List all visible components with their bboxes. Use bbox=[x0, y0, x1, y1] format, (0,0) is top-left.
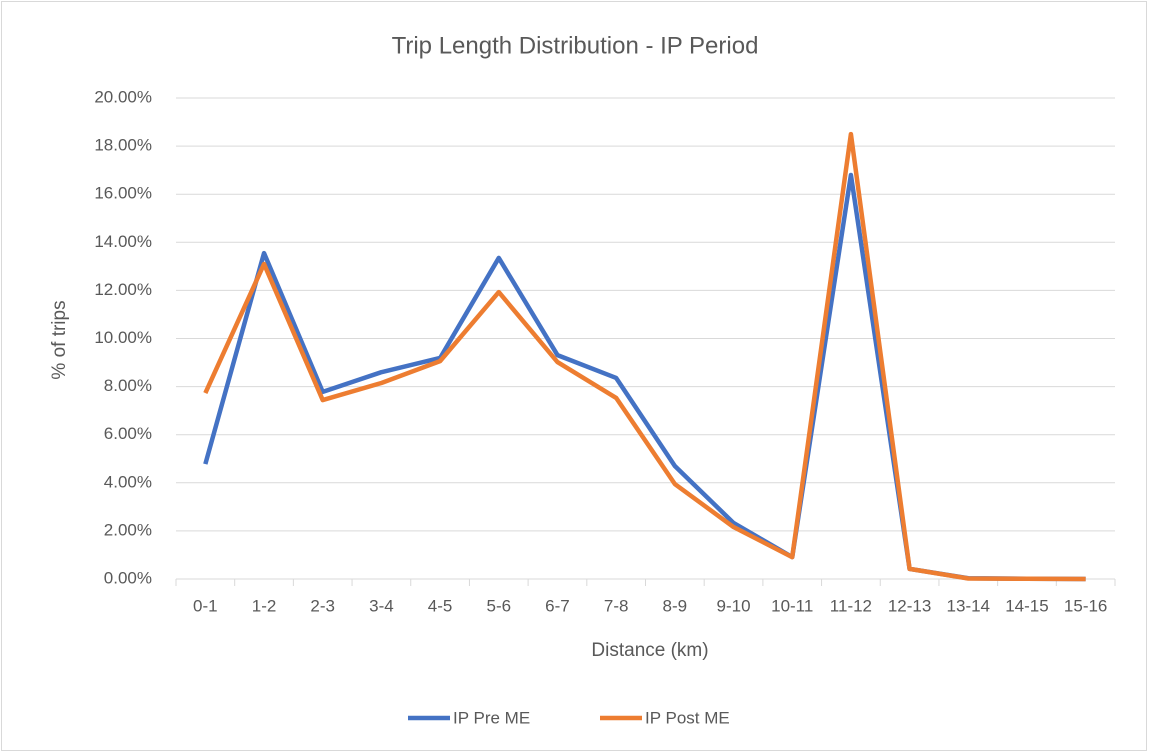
x-tick-label: 4-5 bbox=[428, 596, 453, 615]
x-tick-label: 11-12 bbox=[830, 596, 872, 615]
x-tick-label: 5-6 bbox=[486, 596, 511, 615]
x-tick-label: 15-16 bbox=[1064, 596, 1107, 615]
x-tick-label: 6-7 bbox=[545, 596, 570, 615]
x-tick-label: 10-11 bbox=[771, 596, 813, 615]
y-tick-label: 18.00% bbox=[94, 136, 152, 155]
x-tick-label: 9-10 bbox=[717, 596, 751, 615]
y-tick-label: 12.00% bbox=[94, 280, 152, 299]
y-tick-label: 14.00% bbox=[94, 232, 152, 251]
x-tick-label: 1-2 bbox=[252, 596, 277, 615]
y-tick-label: 0.00% bbox=[104, 568, 152, 587]
y-tick-label: 4.00% bbox=[104, 472, 152, 491]
series-line bbox=[203, 131, 1086, 582]
y-tick-label: 10.00% bbox=[94, 328, 152, 347]
y-axis-title: % of trips bbox=[49, 300, 70, 379]
x-tick-label: 0-1 bbox=[193, 596, 218, 615]
x-tick-label: 13-14 bbox=[947, 596, 990, 615]
x-tick-label: 7-8 bbox=[604, 596, 629, 615]
y-tick-label: 2.00% bbox=[104, 520, 152, 539]
chart-title: Trip Length Distribution - IP Period bbox=[392, 32, 759, 59]
x-tick-label: 2-3 bbox=[310, 596, 335, 615]
y-tick-label: 16.00% bbox=[94, 184, 152, 203]
y-tick-label: 20.00% bbox=[94, 87, 152, 106]
x-axis-title: Distance (km) bbox=[591, 640, 708, 661]
y-tick-label: 8.00% bbox=[104, 376, 152, 395]
y-tick-label: 6.00% bbox=[104, 424, 152, 443]
x-tick-label: 8-9 bbox=[663, 596, 688, 615]
x-tick-label: 12-13 bbox=[888, 596, 931, 615]
legend-label: IP Pre ME bbox=[453, 708, 530, 727]
x-tick-label: 3-4 bbox=[369, 596, 394, 615]
legend-label: IP Post ME bbox=[645, 708, 730, 727]
x-tick-label: 14-15 bbox=[1005, 596, 1048, 615]
